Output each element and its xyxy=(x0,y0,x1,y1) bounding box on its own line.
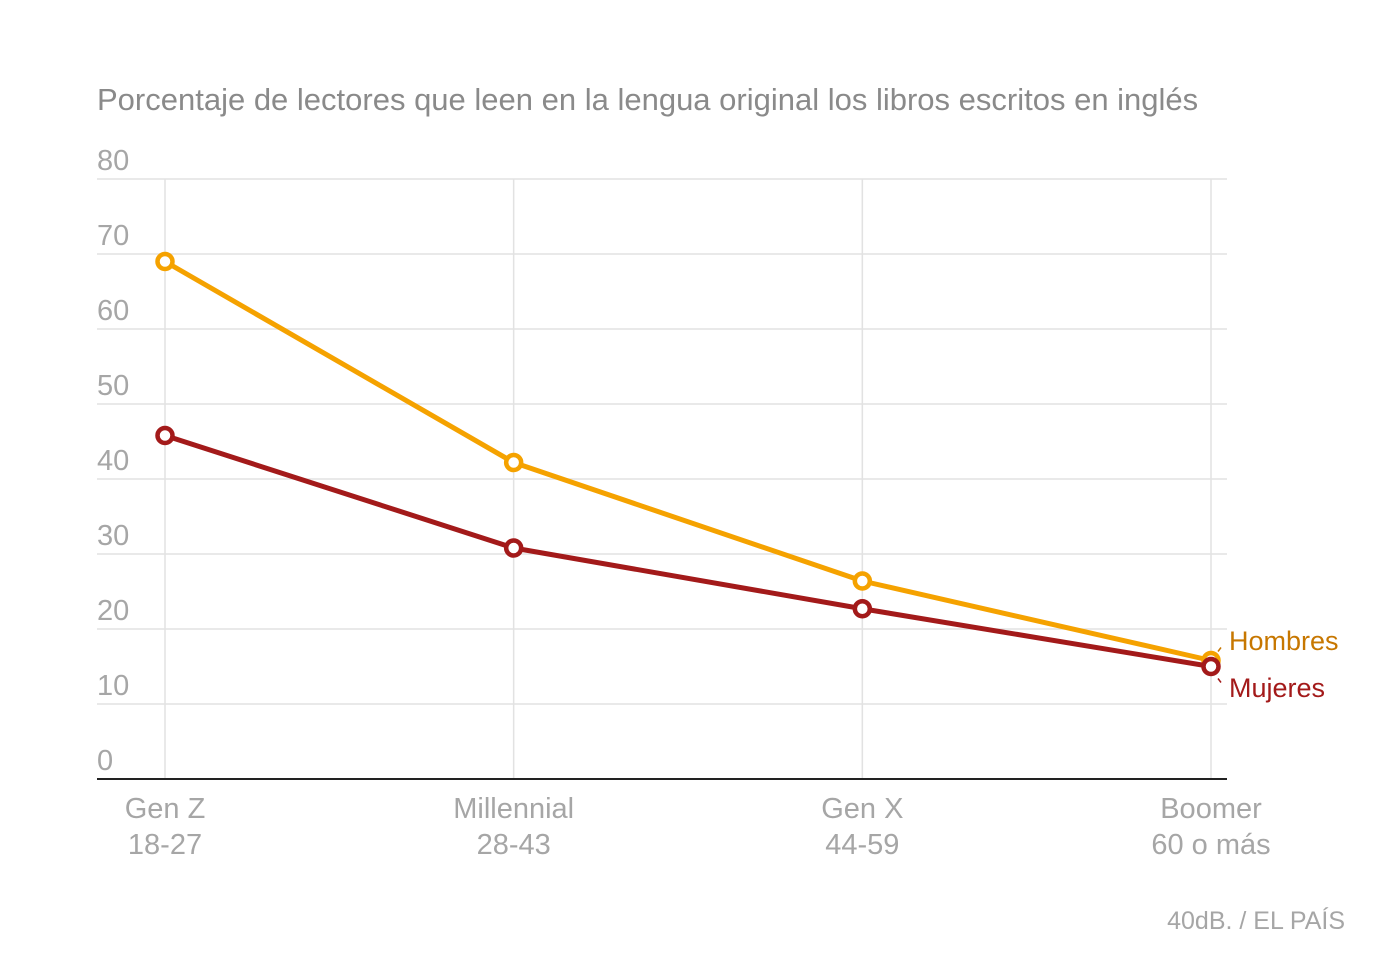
y-tick-label: 50 xyxy=(97,370,129,402)
data-point-mujeres xyxy=(155,425,175,446)
data-point-hombres xyxy=(852,571,873,591)
source-credit: 40dB. / EL PAÍS xyxy=(1167,906,1345,935)
legend-label-hombres: Hombres xyxy=(1229,626,1339,656)
x-tick-sublabel: 44-59 xyxy=(825,829,899,861)
y-tick-label: 30 xyxy=(97,520,129,552)
legend: Hombres Mujeres xyxy=(1217,626,1339,703)
data-point-mujeres xyxy=(852,599,873,619)
chart-title: Porcentaje de lectores que leen en la le… xyxy=(97,82,1198,117)
y-tick-label: 80 xyxy=(97,145,129,177)
data-point-hombres xyxy=(155,251,175,272)
series-line-mujeres xyxy=(162,433,1214,669)
y-tick-label: 20 xyxy=(97,595,129,627)
x-tick-sublabel: 18-27 xyxy=(128,829,202,861)
grid xyxy=(97,178,1227,779)
y-tick-label: 40 xyxy=(97,445,129,477)
y-tick-label: 10 xyxy=(97,670,129,702)
x-tick-label: Millennial xyxy=(453,793,574,825)
legend-label-mujeres: Mujeres xyxy=(1229,673,1325,703)
legend-leader-hombres xyxy=(1217,647,1222,652)
y-tick-label: 0 xyxy=(97,745,113,777)
data-point-hombres xyxy=(503,452,524,473)
data-point-mujeres xyxy=(1201,656,1221,677)
x-tick-label: Gen Z xyxy=(125,793,206,825)
x-tick-label: Gen X xyxy=(821,793,903,825)
axes: 0 10 20 30 40 50 60 70 80 Gen Z 18-27 Millennial 28-… xyxy=(97,145,1271,861)
y-tick-label: 70 xyxy=(97,220,129,252)
x-tick-label: Boomer xyxy=(1160,793,1262,825)
data-point-mujeres xyxy=(503,538,524,558)
series xyxy=(155,251,1221,677)
x-tick-sublabel: 28-43 xyxy=(477,829,551,861)
x-tick-sublabel: 60 o más xyxy=(1151,829,1270,861)
y-tick-label: 60 xyxy=(97,295,129,327)
series-line-hombres xyxy=(162,259,1214,663)
legend-leader-mujeres xyxy=(1217,678,1222,683)
